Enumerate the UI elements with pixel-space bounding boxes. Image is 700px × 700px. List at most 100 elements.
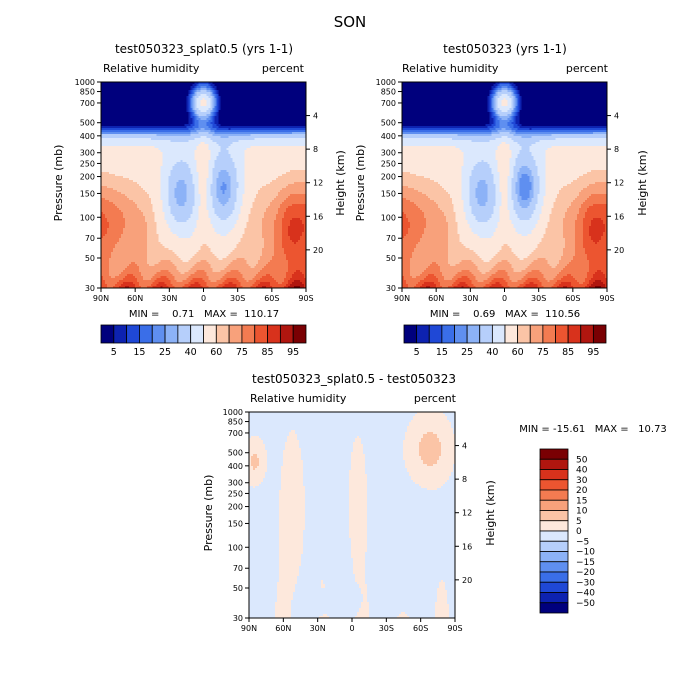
panel-2-colorbar-box <box>479 324 493 344</box>
panel-3-colorbar-label: −40 <box>576 589 595 599</box>
panel-2-h-tick-label: 16 <box>614 212 624 221</box>
panel-3-colorbar-box <box>539 489 569 501</box>
panel-3-ylabel: Pressure (mb) <box>202 475 215 552</box>
panel-2-h-tick-label: 20 <box>614 246 624 255</box>
panel-2-colorbar-label: 15 <box>436 347 448 358</box>
panel-3-colorbar-label: −15 <box>576 558 595 568</box>
panel-1-p-tick-label: 1000 <box>75 78 95 87</box>
panel-1-colorbar-label: 85 <box>262 347 274 358</box>
panel-2-p-tick-label: 70 <box>386 234 396 243</box>
panel-3-h-tick-label: 16 <box>462 542 472 551</box>
panel-2-contour-field <box>402 82 607 288</box>
panel-1-colorbar-box <box>241 324 256 344</box>
panel-2-colorbar-label: 25 <box>461 347 473 358</box>
panel-3-colorbar-label: −30 <box>576 578 595 588</box>
panel-3-colorbar-box <box>539 540 569 552</box>
panel-3-difference: test050323_splat0.5 - test050323 Relativ… <box>202 372 667 633</box>
panel-2-p-tick-label: 50 <box>386 254 396 263</box>
panel-1-x-tick-label: 60S <box>264 294 279 303</box>
panel-3-colorbar-box <box>539 520 569 532</box>
panel-2-x-tick-label: 60N <box>428 294 444 303</box>
panel-1-colorbar-label: 5 <box>111 347 117 358</box>
panel-3-contour-field <box>249 412 455 618</box>
panel-3-h-tick-label: 12 <box>462 509 472 518</box>
panel-3-x-tick-label: 90S <box>447 624 462 633</box>
panel-3-x-tick-label: 90N <box>241 624 257 633</box>
panel-2-units: percent <box>566 62 609 75</box>
panel-2-colorbar-box <box>567 324 582 344</box>
panel-3-p-tick-label: 400 <box>228 462 243 471</box>
panel-1-x-tick-label: 60N <box>127 294 143 303</box>
panel-3-colorbar-label: 50 <box>576 455 588 465</box>
panel-3-x-tick-label: 60S <box>413 624 428 633</box>
panel-3-p-tick-label: 700 <box>228 429 243 438</box>
panel-2-x-tick-label: 60S <box>565 294 580 303</box>
panel-3-colorbar-box <box>539 571 569 583</box>
panel-3-h-tick-label: 20 <box>462 576 472 585</box>
panel-2-colorbar-box <box>517 324 531 344</box>
panel-3-colorbar-box <box>539 581 569 593</box>
panel-1-colorbar-box <box>215 324 230 344</box>
panel-1-colorbar-box <box>279 324 294 344</box>
panel-2-h-tick-label: 4 <box>614 112 619 121</box>
panel-3-p-tick-label: 50 <box>233 584 243 593</box>
panel-1-colorbar-box <box>292 324 307 344</box>
panel-3-x-tick-label: 30N <box>310 624 326 633</box>
panel-2-colorbar-box <box>403 324 418 344</box>
panel-3-x-tick-label: 60N <box>275 624 291 633</box>
panel-2-colorbar-box <box>454 324 468 344</box>
panel-1-colorbar-box <box>254 324 268 344</box>
panel-1-p-tick-label: 100 <box>80 213 95 222</box>
panel-2-colorbar-box <box>555 324 569 344</box>
panel-2-p-tick-label: 1000 <box>376 78 396 87</box>
panel-1-colorbar-box <box>203 324 217 344</box>
panel-3-p-tick-label: 100 <box>228 543 243 552</box>
panel-3-colorbar-box <box>539 592 569 604</box>
panel-2-colorbar-box <box>542 324 556 344</box>
panel-2-colorbar-box <box>504 324 519 344</box>
panel-2-colorbar-label: 85 <box>562 347 574 358</box>
panel-1-colorbar-box <box>177 324 192 344</box>
panel-1-colorbar-box <box>190 324 204 344</box>
panel-2-h-tick-label: 12 <box>614 179 624 188</box>
panel-1-h-tick-label: 12 <box>313 179 323 188</box>
panel-2-p-tick-label: 700 <box>381 99 396 108</box>
panel-3-p-tick-label: 70 <box>233 564 243 573</box>
panel-1-colorbar-label: 25 <box>159 347 171 358</box>
panel-1-colorbar-box <box>113 324 128 344</box>
panel-1-colorbar-box <box>228 324 243 344</box>
panel-1-p-tick-label: 250 <box>80 159 95 168</box>
panel-1-p-tick-label: 50 <box>85 254 95 263</box>
panel-1-colorbar-box <box>267 324 281 344</box>
panel-1-colorbar-label: 40 <box>185 347 197 358</box>
panel-1-p-tick-label: 300 <box>80 149 95 158</box>
panel-3-p-tick-label: 200 <box>228 503 243 512</box>
panel-1-colorbar-label: 15 <box>133 347 145 358</box>
panel-3-p-tick-label: 150 <box>228 519 243 528</box>
panel-2-p-tick-label: 200 <box>381 173 396 182</box>
panel-1-colorbar-box <box>126 324 140 344</box>
panel-1-contour-field <box>101 82 306 288</box>
panel-3-colorbar-box <box>539 458 569 470</box>
panel-1-title: test050323_splat0.5 (yrs 1-1) <box>115 42 293 56</box>
panel-2-colorbar-label: 5 <box>414 347 420 358</box>
panel-3-colorbar-label: −10 <box>576 548 595 558</box>
panel-1-colorbar-box <box>139 324 153 344</box>
panel-3-variable: Relative humidity <box>250 392 347 405</box>
panel-3-colorbar-box <box>539 510 569 522</box>
panel-1-colorbar-box <box>100 324 115 344</box>
panel-3-colorbar-label: −5 <box>576 537 589 547</box>
panel-3-p-tick-label: 850 <box>228 418 243 427</box>
panel-1-h-tick-label: 8 <box>313 145 318 154</box>
panel-1-variable: Relative humidity <box>103 62 200 75</box>
panel-1-h-tick-label: 4 <box>313 112 318 121</box>
panel-3-h-tick-label: 8 <box>462 475 467 484</box>
panel-3-colorbar-box <box>539 469 569 481</box>
panel-1-p-tick-label: 850 <box>80 88 95 97</box>
panel-2-p-tick-label: 30 <box>386 284 396 293</box>
panel-1-x-tick-label: 90N <box>93 294 109 303</box>
panel-1-h-tick-label: 20 <box>313 246 323 255</box>
panel-1-p-tick-label: 30 <box>85 284 95 293</box>
panel-2-colorbar-label: 40 <box>486 347 498 358</box>
